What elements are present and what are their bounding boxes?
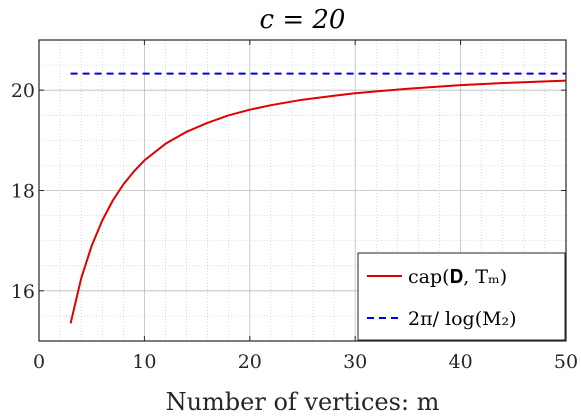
x-tick-label: 0 [33,351,45,373]
legend-items: cap(𝐃, Tₘ) 2π/ log(M₂) [367,266,517,330]
legend-label-2: 2π/ log(M₂) [408,308,517,330]
x-tick-label: 30 [343,351,367,373]
legend-label-1: cap(𝐃, Tₘ) [408,266,507,288]
y-tick-label: 20 [11,80,35,102]
x-tick-label: 40 [449,351,473,373]
x-tick-label: 10 [132,351,156,373]
y-tick-label: 16 [11,281,35,303]
series-layer [69,72,567,324]
y-tick-label: 18 [11,181,35,203]
x-tick-label: 50 [554,351,578,373]
legend-box [357,252,566,341]
x-tick-label: 20 [238,351,262,373]
x-axis-title: Number of vertices: m [166,388,440,416]
tick-labels: 0 10 20 30 40 50 16 18 20 [11,80,578,373]
chart-title: c = 20 [260,5,346,35]
series-line-1 [69,79,567,324]
legend: cap(𝐃, Tₘ) 2π/ log(M₂) [357,252,566,341]
